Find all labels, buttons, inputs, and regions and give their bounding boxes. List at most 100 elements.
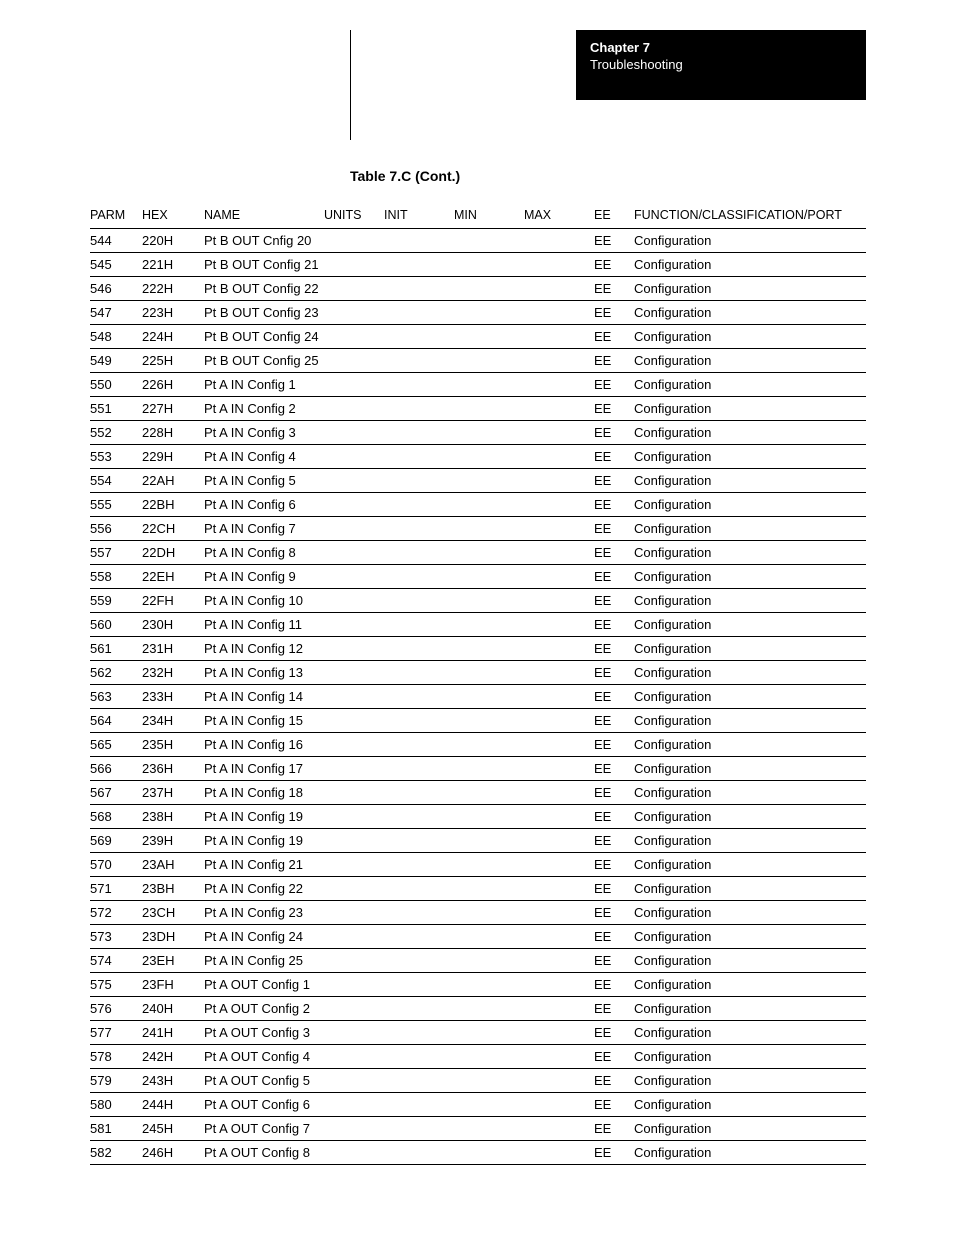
cell-init [384,1069,454,1093]
cell-min [454,709,524,733]
table-row: 547223HPt B OUT Config 23EEConfiguration [90,301,866,325]
cell-name: Pt A IN Config 5 [204,469,324,493]
cell-name: Pt A OUT Config 3 [204,1021,324,1045]
cell-parm: 580 [90,1093,142,1117]
cell-init [384,277,454,301]
cell-units [324,1045,384,1069]
table-row: 548224HPt B OUT Config 24EEConfiguration [90,325,866,349]
cell-max [524,685,594,709]
cell-min [454,469,524,493]
table-row: 553229HPt A IN Config 4EEConfiguration [90,445,866,469]
cell-name: Pt B OUT Cnfig 20 [204,229,324,253]
cell-name: Pt A IN Config 1 [204,373,324,397]
cell-max [524,925,594,949]
cell-max [524,301,594,325]
cell-init [384,253,454,277]
cell-name: Pt A OUT Config 8 [204,1141,324,1165]
cell-hex: 23EH [142,949,204,973]
cell-ee: EE [594,517,634,541]
cell-max [524,565,594,589]
cell-ee: EE [594,637,634,661]
cell-func: Configuration [634,877,866,901]
cell-units [324,781,384,805]
cell-min [454,565,524,589]
cell-max [524,1093,594,1117]
cell-init [384,1141,454,1165]
cell-ee: EE [594,733,634,757]
cell-ee: EE [594,805,634,829]
cell-max [524,229,594,253]
cell-max [524,445,594,469]
cell-parm: 564 [90,709,142,733]
cell-max [524,757,594,781]
cell-max [524,349,594,373]
cell-max [524,493,594,517]
cell-units [324,757,384,781]
cell-units [324,805,384,829]
cell-ee: EE [594,421,634,445]
cell-ee: EE [594,973,634,997]
cell-parm: 551 [90,397,142,421]
cell-min [454,229,524,253]
cell-units [324,1093,384,1117]
cell-units [324,1141,384,1165]
table-row: 567237HPt A IN Config 18EEConfiguration [90,781,866,805]
cell-hex: 220H [142,229,204,253]
cell-name: Pt A IN Config 7 [204,517,324,541]
cell-ee: EE [594,661,634,685]
table-row: 552228HPt A IN Config 3EEConfiguration [90,421,866,445]
cell-init [384,517,454,541]
cell-min [454,373,524,397]
cell-units [324,493,384,517]
cell-units [324,1069,384,1093]
cell-min [454,445,524,469]
cell-init [384,1117,454,1141]
cell-name: Pt A IN Config 12 [204,637,324,661]
cell-min [454,685,524,709]
cell-func: Configuration [634,469,866,493]
parameter-table: PARM HEX NAME UNITS INIT MIN MAX EE FUNC… [90,202,866,1165]
cell-min [454,277,524,301]
cell-min [454,1045,524,1069]
cell-units [324,589,384,613]
cell-min [454,493,524,517]
cell-init [384,709,454,733]
table-row: 566236HPt A IN Config 17EEConfiguration [90,757,866,781]
table-row: 57123BHPt A IN Config 22EEConfiguration [90,877,866,901]
cell-units [324,1117,384,1141]
cell-ee: EE [594,829,634,853]
chapter-box: Chapter 7 Troubleshooting [576,30,866,100]
cell-ee: EE [594,757,634,781]
cell-func: Configuration [634,229,866,253]
cell-max [524,589,594,613]
cell-parm: 559 [90,589,142,613]
cell-name: Pt A IN Config 3 [204,421,324,445]
cell-name: Pt A IN Config 4 [204,445,324,469]
cell-ee: EE [594,1045,634,1069]
cell-units [324,301,384,325]
cell-hex: 241H [142,1021,204,1045]
cell-min [454,853,524,877]
cell-ee: EE [594,877,634,901]
cell-ee: EE [594,277,634,301]
cell-max [524,613,594,637]
cell-hex: 224H [142,325,204,349]
cell-parm: 570 [90,853,142,877]
cell-name: Pt A IN Config 24 [204,925,324,949]
cell-parm: 556 [90,517,142,541]
cell-hex: 244H [142,1093,204,1117]
cell-max [524,541,594,565]
cell-min [454,877,524,901]
cell-max [524,1069,594,1093]
cell-min [454,541,524,565]
cell-ee: EE [594,1093,634,1117]
cell-hex: 221H [142,253,204,277]
cell-parm: 574 [90,949,142,973]
cell-ee: EE [594,685,634,709]
cell-parm: 547 [90,301,142,325]
cell-hex: 22BH [142,493,204,517]
cell-init [384,1021,454,1045]
col-header-min: MIN [454,202,524,229]
cell-max [524,733,594,757]
cell-ee: EE [594,853,634,877]
